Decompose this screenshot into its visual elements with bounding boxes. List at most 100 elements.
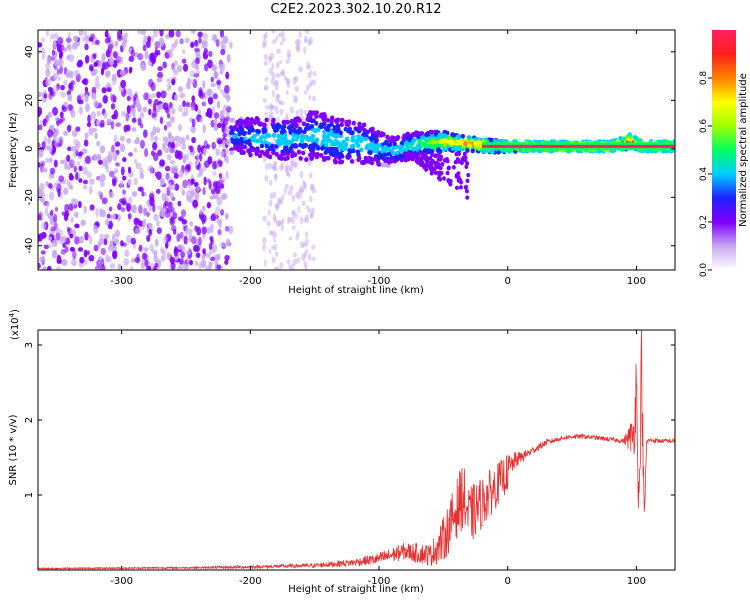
heatmap-cell xyxy=(85,155,91,165)
heatmap-cell xyxy=(46,265,52,270)
heatmap-cell xyxy=(207,156,213,165)
heatmap-cell xyxy=(224,145,229,155)
heatmap-cell xyxy=(174,94,178,102)
heatmap-cell xyxy=(58,175,65,182)
heatmap-cell xyxy=(195,245,201,253)
heatmap-cell xyxy=(126,138,132,144)
heatmap-cell xyxy=(322,129,327,135)
heatmap-cell xyxy=(245,116,250,122)
heatmap-cell xyxy=(173,172,179,179)
heatmap-cell xyxy=(66,226,71,234)
heatmap-cell xyxy=(336,152,342,158)
colorbar-tick-label: 0.4 xyxy=(699,167,709,182)
heatmap-cell xyxy=(303,252,308,258)
heatmap-cell xyxy=(361,122,367,128)
heatmap-cell xyxy=(181,218,188,225)
heatmap-cell xyxy=(439,140,444,145)
heatmap-cell xyxy=(464,189,469,194)
heatmap-cell xyxy=(95,207,99,218)
heatmap-cell xyxy=(195,252,201,258)
heatmap-cell xyxy=(247,127,253,132)
heatmap-cell xyxy=(199,152,203,162)
heatmap-cell xyxy=(220,40,225,49)
heatmap-cell xyxy=(60,235,67,243)
heatmap-cell xyxy=(189,221,194,227)
heatmap-cell xyxy=(303,182,307,190)
heatmap-cell xyxy=(170,206,175,214)
heatmap-cell xyxy=(137,186,144,192)
heatmap-cell xyxy=(312,95,317,102)
heatmap-cell xyxy=(438,157,443,162)
heatmap-cell xyxy=(308,253,312,261)
heatmap-cell xyxy=(193,73,200,78)
heatmap-cell xyxy=(213,112,220,119)
heatmap-cell xyxy=(157,66,163,72)
heatmap-cell xyxy=(249,117,255,123)
heatmap-cell xyxy=(101,174,106,181)
heatmap-cell xyxy=(433,170,438,176)
heatmap-cell xyxy=(67,93,73,102)
x-tick-label: 0 xyxy=(505,576,511,587)
heatmap-cell xyxy=(288,124,293,130)
heatmap-cell xyxy=(166,78,171,84)
heatmap-cell xyxy=(271,89,275,98)
heatmap-cell xyxy=(121,242,127,247)
y-tick-label: 1 xyxy=(24,492,35,498)
heatmap-cell xyxy=(93,244,99,252)
heatmap-cell xyxy=(292,143,297,149)
heatmap-cell xyxy=(117,35,123,42)
y-tick-label: 40 xyxy=(24,45,35,58)
heatmap-cell xyxy=(68,203,74,211)
heatmap-cell xyxy=(296,257,301,264)
heatmap-cell xyxy=(84,95,88,102)
heatmap-cell xyxy=(76,61,83,68)
heatmap-cell xyxy=(201,101,207,107)
heatmap-cell xyxy=(71,159,75,165)
heatmap-cell xyxy=(146,265,152,270)
heatmap-cell xyxy=(141,190,145,197)
heatmap-cell xyxy=(53,182,58,189)
heatmap-cell xyxy=(153,213,159,222)
heatmap-cell xyxy=(198,36,202,44)
heatmap-cell xyxy=(212,160,217,170)
heatmap-cell xyxy=(226,54,231,63)
heatmap-cell xyxy=(179,169,184,178)
heatmap-cell xyxy=(169,165,176,174)
heatmap-cell xyxy=(201,226,207,235)
heatmap-cell xyxy=(78,151,84,157)
heatmap-cell xyxy=(191,95,196,103)
heatmap-cell xyxy=(310,110,315,116)
heatmap-cell xyxy=(219,109,225,118)
heatmap-cell xyxy=(291,132,296,138)
heatmap-cell xyxy=(296,149,302,155)
heatmap-cell xyxy=(309,69,313,75)
heatmap-cell xyxy=(203,47,208,55)
heatmap-cell xyxy=(125,112,129,122)
heatmap-cell xyxy=(426,148,431,153)
heatmap-cell xyxy=(174,135,181,142)
heatmap-cell xyxy=(84,132,89,139)
heatmap-cell xyxy=(424,132,429,137)
heatmap-cell xyxy=(197,144,202,153)
heatmap-cell xyxy=(296,129,301,135)
heatmap-cell xyxy=(64,210,70,218)
heatmap-cell xyxy=(289,236,293,241)
heatmap-cell xyxy=(300,144,306,150)
heatmap-cell xyxy=(308,143,314,149)
heatmap-cell xyxy=(53,214,58,223)
heatmap-cell xyxy=(459,140,464,146)
heatmap-cell xyxy=(101,62,106,72)
heatmap-cell xyxy=(281,35,286,43)
heatmap-cell xyxy=(133,147,138,153)
heatmap-cell xyxy=(55,232,61,241)
heatmap-cell xyxy=(88,37,94,42)
heatmap-cell xyxy=(368,142,374,148)
heatmap-cell xyxy=(376,161,381,167)
heatmap-cell xyxy=(150,35,155,43)
heatmap-cell xyxy=(275,266,280,270)
heatmap-cell xyxy=(329,121,334,127)
heatmap-cell xyxy=(95,39,100,45)
heatmap-cell xyxy=(93,69,99,74)
heatmap-cell xyxy=(268,111,274,117)
heatmap-cell xyxy=(101,197,108,205)
